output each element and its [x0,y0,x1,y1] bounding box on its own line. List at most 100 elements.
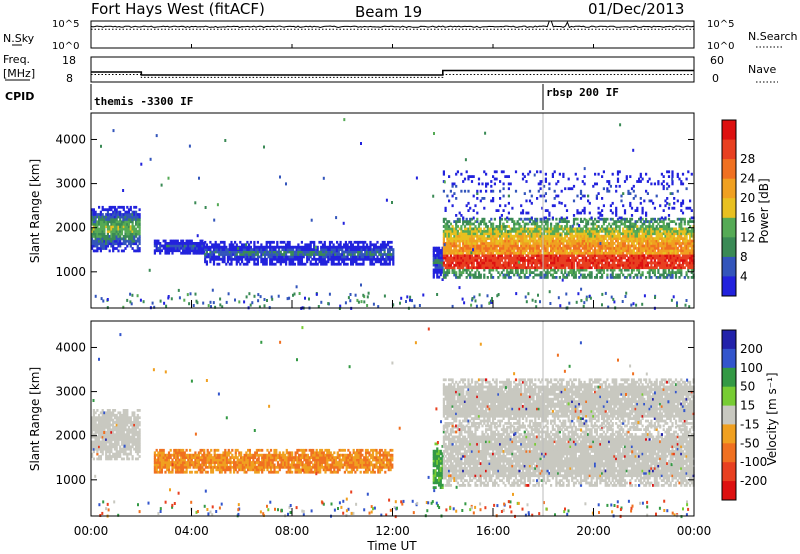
power-cell [362,253,365,256]
power-cell [490,273,493,277]
power-cell [618,276,621,279]
power-cell [360,245,363,249]
power-cell [91,230,94,233]
power-cell [183,251,186,255]
power-cell [485,249,488,253]
power-cell [629,273,632,277]
power-cell [581,227,584,231]
power-cell [565,234,569,238]
power-cell [509,182,512,186]
power-cell [135,242,138,246]
power-cell [499,261,502,265]
power-cell [546,273,549,277]
power-cell [253,240,256,244]
power-cell [153,244,156,248]
power-cell [493,239,496,243]
power-cell [106,232,109,236]
power-cell [432,251,435,255]
power-cell [462,216,465,220]
power-cell [465,234,468,238]
power-cell [601,175,604,178]
power-cell [602,222,605,226]
power-cell [453,246,456,250]
power-cell [622,227,625,231]
power-cell [685,234,688,238]
power-cell [221,245,224,249]
power-cell [499,273,502,277]
power-cell [138,218,141,221]
power-cell [572,220,576,223]
power-cell [355,240,358,244]
power-noise [186,293,189,297]
power-noise [585,297,588,301]
power-cell [486,251,489,255]
power-cell [276,257,279,261]
power-cell [495,225,498,228]
power-cell [662,175,665,178]
power-cell [518,273,521,277]
power-cell [362,240,365,244]
power-cell [306,248,309,251]
power-cell [248,257,251,261]
power-cell [492,246,495,250]
power-cell [499,180,502,183]
power-cell [113,235,117,238]
power-cell [436,251,439,255]
nave-line [91,74,694,78]
power-cell [465,249,468,253]
power-cell [91,239,94,243]
power-cell [225,253,228,256]
power-cell [117,213,120,216]
power-noise [470,251,473,255]
power-cell [313,240,316,244]
power-noise [464,158,467,162]
power-cell [485,261,488,265]
power-cell [449,242,452,245]
power-cell [392,250,395,254]
power-cell [509,244,512,248]
power-noise [148,268,151,272]
power-cell [260,243,263,247]
power-cell [339,262,342,266]
power-cell [590,216,593,220]
power-cell [334,250,337,254]
power-cell [460,261,463,265]
power-cell [108,208,111,212]
power-cell [281,260,284,264]
power-cell [288,245,291,249]
power-cell [465,232,468,236]
power-cell [678,239,681,243]
power-cell [307,248,310,251]
power-cell [455,220,458,223]
power-cell [439,270,442,274]
power-cell [460,189,463,193]
power-cell [223,243,226,247]
power-noise [357,300,360,304]
power-cell [490,229,493,233]
power-cell [548,271,551,274]
power-cell [666,261,669,265]
power-cell [444,254,447,257]
power-cell [465,246,468,250]
power-cell [509,246,512,250]
power-cell [103,215,106,219]
power-cell [285,257,288,261]
power-cell [497,256,500,260]
power-cell [536,268,539,272]
power-cell [133,213,136,216]
power-cell [567,273,570,277]
power-noise [654,296,656,299]
power-cell [470,239,474,243]
power-cell [493,244,496,248]
power-cell [112,237,115,241]
power-cell [493,246,496,250]
power-cell [528,273,532,277]
power-cell [490,239,493,243]
power-cell [479,229,482,233]
power-cell [328,243,332,247]
power-noise [443,243,446,247]
power-cell [625,217,628,221]
power-cell [648,271,651,274]
power-cell [96,232,99,236]
power-cell [124,232,127,236]
